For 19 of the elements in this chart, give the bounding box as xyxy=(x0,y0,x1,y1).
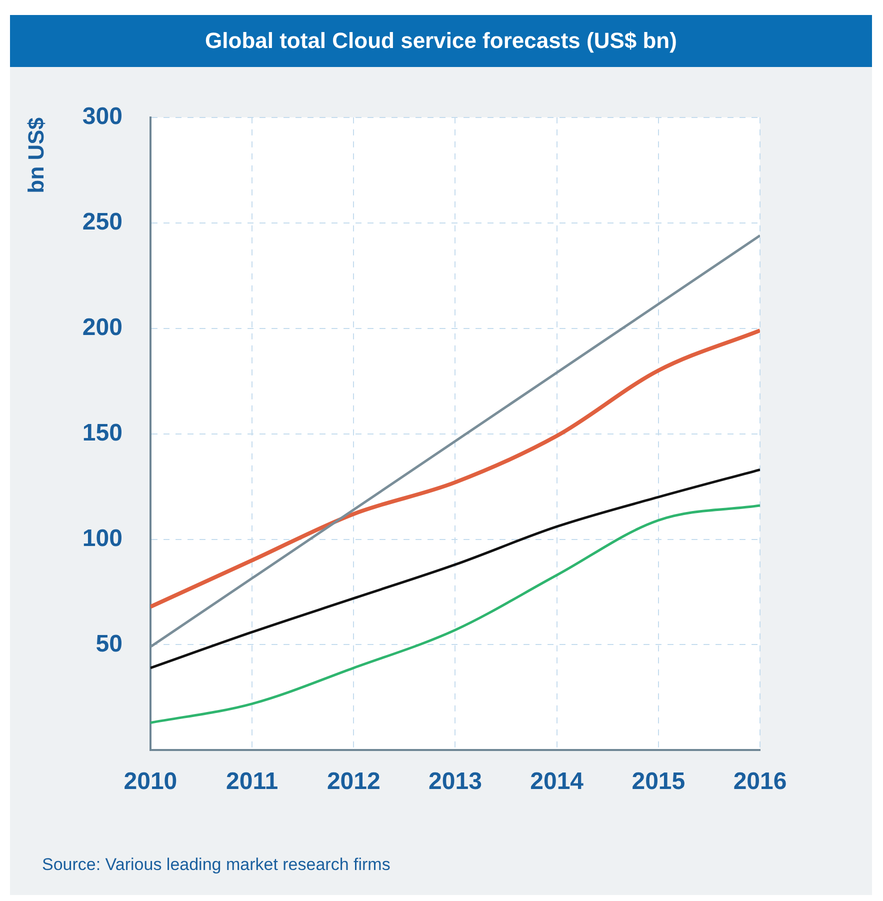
x-tick-label: 2012 xyxy=(326,768,380,796)
y-tick-label: 50 xyxy=(96,630,122,658)
x-tick-label: 2010 xyxy=(124,768,178,796)
y-tick-label: 150 xyxy=(82,419,122,446)
line-series xyxy=(150,468,760,670)
line-series xyxy=(150,504,760,724)
x-tick-label: 2014 xyxy=(530,768,584,796)
y-tick-label: 250 xyxy=(82,208,122,236)
x-tick-label: 2011 xyxy=(226,768,278,796)
x-tick-label: 2013 xyxy=(428,768,482,796)
y-tick-label: 300 xyxy=(82,103,122,130)
y-tick-label: 200 xyxy=(82,314,122,341)
source-note: Source: Various leading market research firms xyxy=(42,855,390,875)
x-tick-label: 2016 xyxy=(733,768,787,796)
y-axis-title: bn US$ xyxy=(23,117,48,194)
y-tick-label: 100 xyxy=(82,524,122,552)
chart-title: Global total Cloud service forecasts (US$ bn) xyxy=(10,15,872,67)
line-series xyxy=(150,328,760,609)
x-tick-label: 2015 xyxy=(632,768,686,796)
